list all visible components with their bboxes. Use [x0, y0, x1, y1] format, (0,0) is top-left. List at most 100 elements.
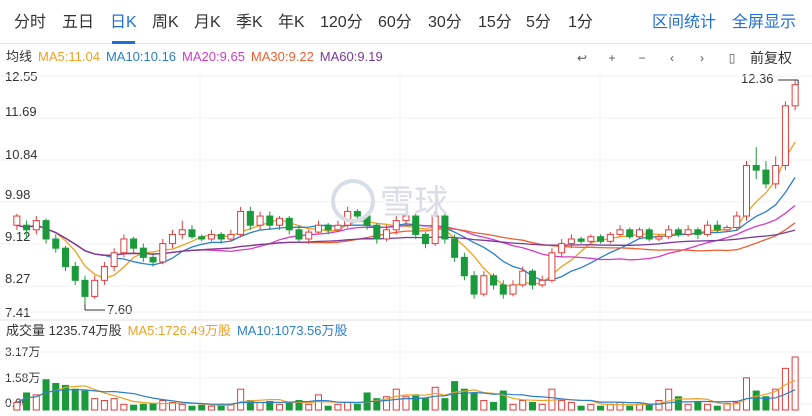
volume-bar [120, 403, 128, 411]
volume-bar [159, 400, 167, 411]
candle-body [519, 270, 527, 286]
candle-body [460, 256, 468, 277]
candle-body [178, 229, 186, 235]
candle-body [441, 215, 449, 240]
volume-bar [178, 403, 186, 411]
volume-bar [334, 403, 342, 411]
volume-bar [295, 400, 303, 411]
volume-bar [781, 367, 789, 411]
candle-body [684, 229, 692, 235]
candle-body [480, 275, 488, 295]
y-axis-label: 8.27 [5, 271, 31, 286]
fullscreen-link[interactable]: 全屏显示 [732, 14, 797, 31]
chart-controls: ↩ + − ‹ › ▯ 前复权 [572, 47, 812, 69]
candle-body [110, 252, 118, 268]
candle-body [120, 238, 128, 254]
ma-legend-item: MA30:9.22 [250, 49, 314, 64]
candle-body [528, 270, 536, 286]
volume-bar [791, 356, 799, 411]
y-axis-label: 9.12 [5, 229, 31, 244]
candle-body [791, 84, 799, 107]
pan-left-icon[interactable]: ‹ [670, 51, 674, 65]
candle-body [353, 210, 361, 217]
volume-bar [305, 403, 313, 411]
candle-body [645, 229, 653, 240]
volume-legend: 成交量 1235.74万股 MA5:1726.49万股 MA10:1073.56万股 [6, 322, 360, 340]
volume-bar [528, 401, 536, 411]
volume-bar [266, 400, 274, 411]
candle-body [169, 233, 177, 245]
pan-right-icon[interactable]: › [700, 51, 704, 65]
candle-body [71, 266, 79, 281]
volume-bar [110, 398, 118, 411]
candle-body [665, 229, 673, 238]
candle-body [285, 217, 293, 231]
candle-body [402, 215, 410, 222]
candle-body [509, 284, 517, 295]
range-stats-link[interactable]: 区间统计 [652, 14, 717, 31]
volume-bar [587, 403, 595, 411]
tab-11[interactable]: 5分 [526, 14, 551, 31]
candle-body [149, 256, 157, 263]
volume-bar [713, 405, 721, 411]
volume-bar [314, 394, 322, 411]
tab-7[interactable]: 120分 [320, 14, 363, 31]
volume-legend-item: MA10:1073.56万股 [236, 323, 348, 338]
candle-body [606, 233, 614, 242]
volume-bar [412, 394, 420, 411]
volume-bar [558, 400, 566, 411]
tab-4[interactable]: 月K [194, 14, 221, 31]
candle-body [159, 243, 167, 263]
candle-body [704, 224, 712, 235]
candle-body [383, 229, 391, 240]
ma-legend-item: MA60:9.19 [319, 49, 383, 64]
ma-legend-item: MA5:11.04 [38, 49, 100, 64]
volume-bar [23, 392, 31, 411]
tab-12[interactable]: 1分 [568, 14, 593, 31]
volume-bar [100, 400, 108, 411]
tab-9[interactable]: 30分 [428, 14, 462, 31]
volume-bar [733, 401, 741, 411]
volume-bar [373, 398, 381, 411]
tab-0[interactable]: 分时 [14, 14, 47, 31]
tab-5[interactable]: 季K [236, 14, 263, 31]
volume-bar [383, 396, 391, 411]
adjust-mode-button[interactable]: 前复权 [750, 50, 792, 66]
tab-10[interactable]: 15分 [478, 14, 512, 31]
candle-body [635, 229, 643, 238]
volume-ma-line-10 [16, 389, 796, 405]
candle-icon[interactable]: ▯ [728, 51, 736, 65]
tab-8[interactable]: 60分 [378, 14, 412, 31]
candle-body [91, 279, 99, 297]
volume-bar [344, 401, 352, 411]
volume-bar [499, 390, 507, 411]
volume-bar [91, 398, 99, 411]
volume-bar [694, 401, 702, 411]
volume-bar [626, 405, 634, 411]
candle-body [626, 229, 634, 238]
ma-legend-label: 均线 [6, 49, 33, 64]
tab-3[interactable]: 周K [152, 14, 179, 31]
candle-body [246, 210, 254, 226]
volume-bar [490, 401, 498, 411]
volume-bar [674, 396, 682, 411]
volume-bar [460, 388, 468, 411]
zoom-in-icon[interactable]: + [608, 51, 616, 65]
candle-body [538, 279, 546, 286]
volume-bar [772, 388, 780, 411]
volume-bar [655, 400, 663, 411]
volume-bar [13, 401, 21, 411]
zoom-out-icon[interactable]: − [638, 51, 646, 65]
tab-1[interactable]: 五日 [62, 14, 95, 31]
volume-bar [71, 388, 79, 411]
volume-bar [256, 401, 264, 411]
candle-body [412, 215, 420, 235]
candle-body [324, 224, 332, 231]
candle-body [32, 220, 40, 231]
candle-body [52, 238, 60, 249]
undo-icon[interactable]: ↩ [576, 51, 588, 65]
tab-6[interactable]: 年K [278, 14, 305, 31]
volume-bar [188, 405, 196, 411]
tab-2[interactable]: 日K [110, 0, 137, 44]
